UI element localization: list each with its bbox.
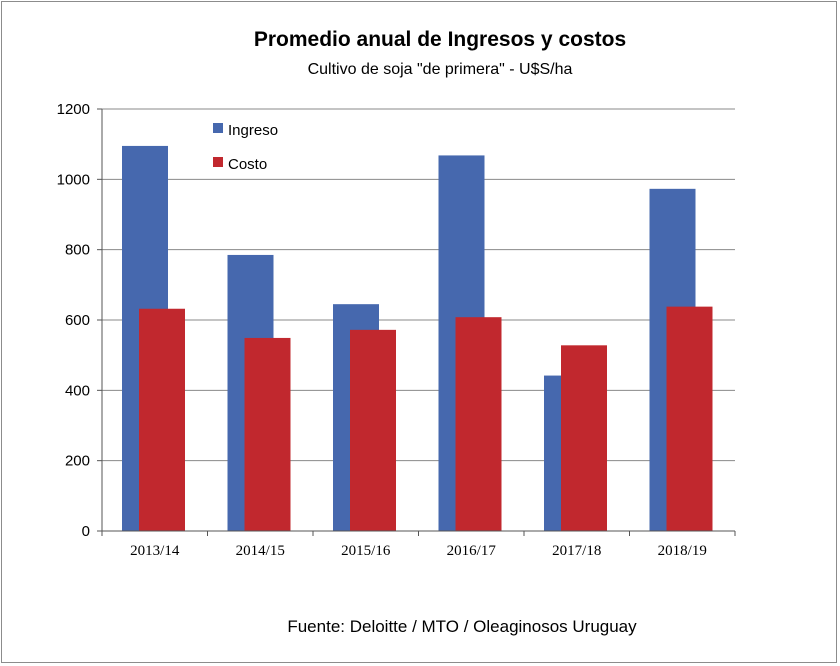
x-tick-label-2013-14: 2013/14 xyxy=(130,543,180,559)
x-tick-label-2017-18: 2017/18 xyxy=(552,543,601,559)
bars xyxy=(122,145,713,532)
bar-costo-2013-14 xyxy=(139,308,185,531)
chart-title: Promedio anual de Ingresos y costos xyxy=(254,28,626,51)
x-tick-label-2016-17: 2016/17 xyxy=(447,543,497,559)
bar-costo-2015-16 xyxy=(350,329,396,531)
grid-lines xyxy=(102,108,735,532)
source-note: Fuente: Deloitte / MTO / Oleaginosos Uru… xyxy=(287,617,637,636)
x-tick-label-2018-19: 2018/19 xyxy=(658,543,707,559)
legend: Ingreso Costo xyxy=(213,122,278,173)
y-tick-label-1000: 1000 xyxy=(57,171,90,188)
x-tick-label-2015-16: 2015/16 xyxy=(341,543,391,559)
y-tick-label-600: 600 xyxy=(65,312,90,329)
bar-costo-2014-15 xyxy=(244,337,291,531)
y-tick-label-400: 400 xyxy=(65,382,90,399)
y-tick-label-800: 800 xyxy=(65,242,90,259)
chart-subtitle: Cultivo de soja "de primera" - U$S/ha xyxy=(308,61,573,78)
legend-label-ingreso: Ingreso xyxy=(228,122,278,139)
y-tick-label-1200: 1200 xyxy=(57,101,90,118)
legend-swatch-costo xyxy=(213,157,223,167)
bar-costo-2016-17 xyxy=(455,317,502,531)
legend-label-costo: Costo xyxy=(228,156,267,173)
y-tick-label-200: 200 xyxy=(65,453,90,470)
x-axis: 2013/14 2014/15 2015/16 2016/17 2017/18 2018/… xyxy=(101,530,736,559)
bar-costo-2017-18 xyxy=(561,345,607,531)
y-axis: 0 200 400 600 800 1000 1200 xyxy=(57,101,103,540)
legend-swatch-ingreso xyxy=(213,123,223,133)
y-tick-label-0: 0 xyxy=(82,523,90,540)
x-tick-label-2014-15: 2014/15 xyxy=(236,543,285,559)
bar-costo-2018-19 xyxy=(666,306,713,531)
